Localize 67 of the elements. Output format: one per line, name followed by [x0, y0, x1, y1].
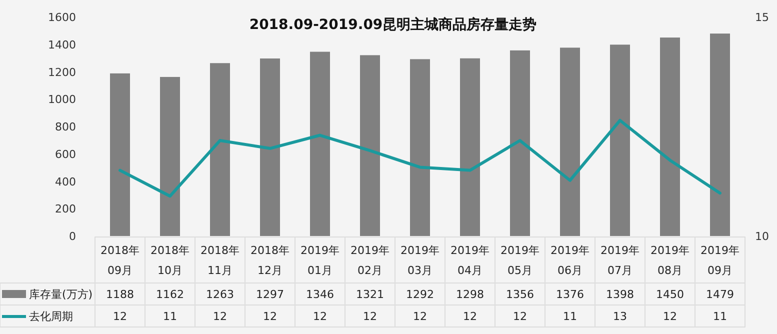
data-label: 11	[563, 310, 577, 323]
x-tick-label: 2018年 11月	[200, 244, 240, 277]
bar	[460, 58, 480, 236]
data-label: 12	[663, 310, 677, 323]
data-label: 1162	[156, 288, 184, 301]
x-tick-label: 2018年 12月	[250, 244, 290, 277]
x-tick-label: 2019年 08月	[650, 244, 690, 277]
data-label: 1450	[656, 288, 684, 301]
y-tick-label: 1400	[48, 38, 76, 52]
bar	[360, 55, 380, 236]
y-tick-label: 600	[55, 148, 76, 161]
bar	[210, 63, 230, 236]
bar	[560, 48, 580, 236]
bar	[160, 76, 180, 236]
data-label: 1356	[506, 288, 534, 301]
bar	[110, 73, 130, 236]
y-tick-label: 1600	[48, 11, 76, 24]
legend-label: 库存量(万方)	[29, 288, 93, 301]
bar	[660, 38, 680, 236]
y-tick-label: 1200	[48, 66, 76, 79]
y-tick-label: 1000	[48, 93, 76, 106]
bar	[510, 50, 530, 236]
y-tick-label: 400	[55, 175, 76, 188]
data-label: 12	[513, 310, 527, 323]
y-tick-label: 0	[69, 230, 76, 243]
data-label: 12	[113, 310, 127, 323]
x-tick-label: 2019年 03月	[400, 244, 440, 277]
x-tick-label: 2019年 05月	[500, 244, 540, 277]
x-tick-label: 2019年 04月	[450, 244, 490, 277]
data-label: 12	[313, 310, 327, 323]
data-label: 12	[463, 310, 477, 323]
data-label: 13	[613, 310, 627, 323]
line-series	[118, 118, 722, 198]
y2-tick-label: 15	[755, 11, 769, 24]
bar	[310, 52, 330, 236]
bar	[410, 59, 430, 236]
data-label: 1297	[256, 288, 284, 301]
data-label: 11	[713, 310, 727, 323]
data-label: 12	[263, 310, 277, 323]
bar	[610, 44, 630, 236]
x-tick-label: 2019年 07月	[600, 244, 640, 277]
x-tick-label: 2018年 09月	[100, 244, 140, 277]
data-label: 12	[213, 310, 227, 323]
y-tick-label: 800	[55, 120, 76, 134]
data-label: 1263	[206, 288, 234, 301]
data-label: 12	[413, 310, 427, 323]
y2-tick-label: 10	[755, 230, 769, 243]
x-tick-label: 2019年 02月	[350, 244, 390, 277]
bar	[710, 34, 730, 236]
data-label: 1398	[606, 288, 634, 301]
x-tick-label: 2019年 01月	[300, 244, 340, 277]
legend-label: 去化周期	[29, 310, 73, 323]
bar	[260, 58, 280, 236]
data-label: 1346	[306, 288, 334, 301]
x-tick-label: 2019年 06月	[550, 244, 590, 277]
chart-title: 2018.09-2019.09昆明主城商品房存量走势	[249, 16, 537, 33]
x-tick-label: 2018年 10月	[150, 244, 190, 277]
data-label: 1292	[406, 288, 434, 301]
data-label: 1376	[556, 288, 584, 301]
data-label: 1188	[106, 288, 134, 301]
y-tick-label: 200	[55, 202, 76, 216]
data-label: 1479	[706, 288, 734, 301]
data-label: 11	[163, 310, 177, 323]
data-label: 1298	[456, 288, 484, 301]
data-label: 12	[363, 310, 377, 323]
x-tick-label: 2019年 09月	[700, 244, 740, 277]
data-label: 1321	[356, 288, 384, 301]
